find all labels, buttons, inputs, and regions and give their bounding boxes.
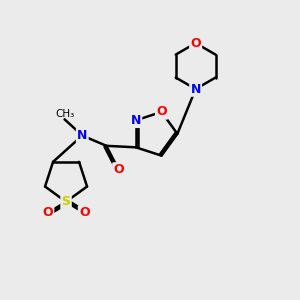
- Text: CH₃: CH₃: [55, 109, 74, 119]
- Text: S: S: [61, 195, 70, 208]
- Text: O: O: [113, 164, 124, 176]
- Text: N: N: [190, 82, 201, 95]
- Text: O: O: [79, 206, 90, 220]
- Text: N: N: [130, 114, 141, 127]
- Text: N: N: [77, 129, 87, 142]
- Text: O: O: [156, 106, 167, 118]
- Text: O: O: [43, 206, 53, 220]
- Text: O: O: [190, 37, 201, 50]
